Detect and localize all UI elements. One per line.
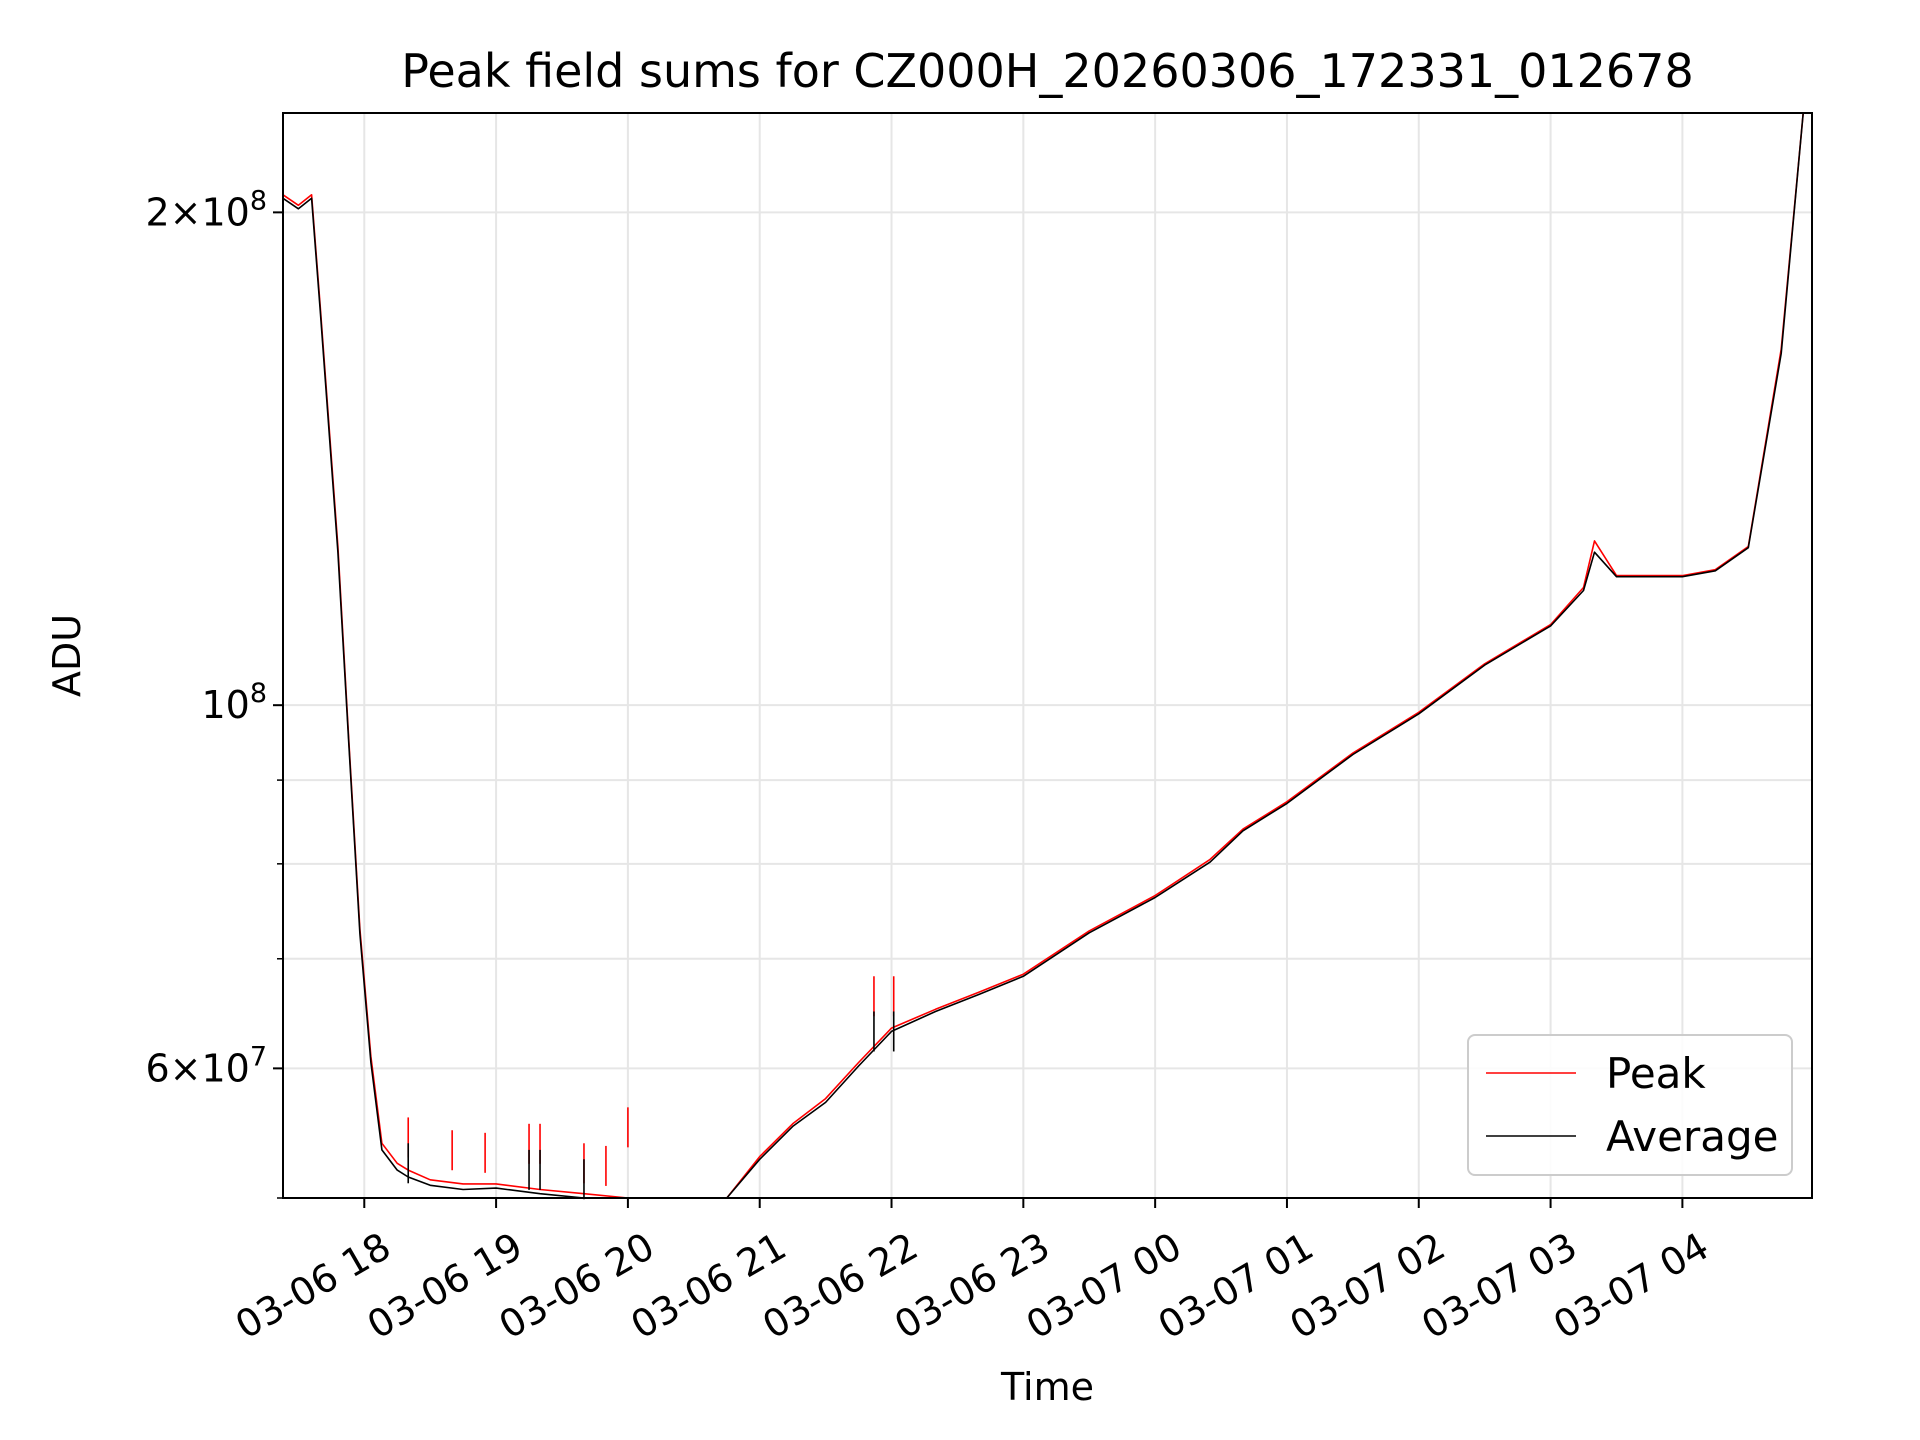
y-axis-label: ADU xyxy=(45,614,89,697)
series-layer xyxy=(282,112,1804,1200)
legend-label-peak: Peak xyxy=(1606,1049,1706,1098)
x-axis-label: Time xyxy=(1000,1365,1094,1409)
y-tick-base: 6×10 xyxy=(145,1046,249,1090)
legend-label-average: Average xyxy=(1606,1112,1778,1161)
y-tick-base: 10 xyxy=(201,683,249,727)
legend-box xyxy=(1467,1034,1793,1176)
y-tick-label: 6×107 xyxy=(145,1041,267,1090)
y-tick-base: 2×10 xyxy=(145,190,249,234)
y-tick-exponent: 7 xyxy=(250,1041,267,1072)
plot-frame xyxy=(282,112,1813,1199)
y-tick-label: 108 xyxy=(201,678,267,727)
series-line-average xyxy=(282,112,1804,1199)
legend: Peak Average xyxy=(1467,1034,1793,1176)
y-tick-exponent: 8 xyxy=(250,678,267,709)
chart-title: Peak field sums for CZ000H_20260306_1723… xyxy=(401,44,1693,98)
y-tick-label: 2×108 xyxy=(145,185,267,234)
y-tick-exponent: 8 xyxy=(250,185,267,216)
